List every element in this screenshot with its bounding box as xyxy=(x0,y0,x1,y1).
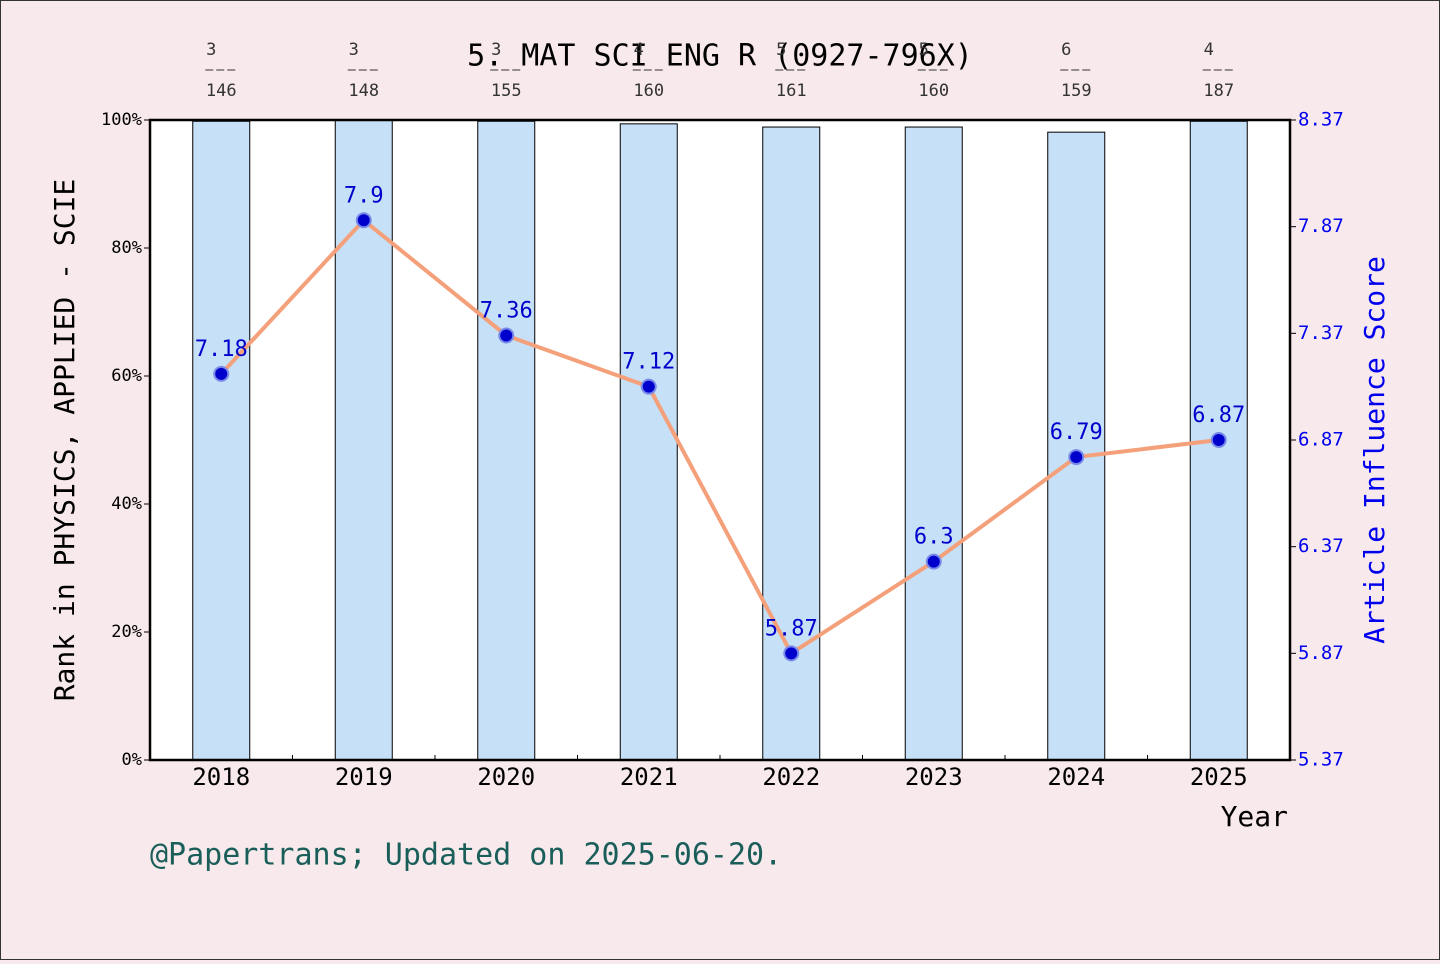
x-tick-label: 2024 xyxy=(1047,763,1105,791)
y2-tick-label: 6.37 xyxy=(1298,535,1344,557)
total-label: 187 xyxy=(1203,81,1234,101)
y-tick-label: 80% xyxy=(111,238,142,258)
rank-label: 3 xyxy=(206,40,216,60)
total-label: 155 xyxy=(491,81,522,101)
rank-label: 3 xyxy=(349,40,359,60)
bar xyxy=(904,126,963,761)
rank-label: 4 xyxy=(634,40,644,60)
score-label: 7.36 xyxy=(480,298,533,323)
y2-tick-label: 8.37 xyxy=(1298,109,1344,131)
score-marker xyxy=(355,212,372,229)
x-tick-label: 2020 xyxy=(477,763,535,791)
y2-tick-label: 5.87 xyxy=(1298,642,1344,664)
total-label: 159 xyxy=(1061,81,1092,101)
x-tick-label: 2023 xyxy=(905,763,963,791)
y-tick-label: 40% xyxy=(111,494,142,514)
y-tick-label: 0% xyxy=(122,750,142,770)
score-label: 7.9 xyxy=(344,183,384,208)
y-tick-label: 100% xyxy=(101,110,142,130)
bar xyxy=(619,123,678,761)
score-marker xyxy=(213,365,230,382)
score-line xyxy=(219,217,1219,657)
y2-tick-label: 7.87 xyxy=(1298,215,1344,237)
total-label: 160 xyxy=(918,81,949,101)
x-tick-label: 2021 xyxy=(620,763,678,791)
chart-title: 5. MAT SCI ENG R (0927-796X) xyxy=(467,39,973,74)
score-marker xyxy=(1210,432,1227,448)
total-label: 146 xyxy=(206,81,237,101)
rank-label: 4 xyxy=(1204,40,1214,60)
score-marker xyxy=(925,553,942,570)
score-marker xyxy=(1068,449,1085,466)
x-tick-label: 2019 xyxy=(335,763,393,791)
bar xyxy=(477,120,536,761)
score-label: 6.79 xyxy=(1050,420,1103,445)
plot-frame xyxy=(148,118,1292,762)
y2-tick-label: 6.87 xyxy=(1298,429,1344,451)
score-label: 6.3 xyxy=(914,525,954,550)
y2-tick-label: 5.37 xyxy=(1298,749,1344,771)
y-tick-label: 20% xyxy=(111,622,142,642)
score-marker xyxy=(783,645,800,662)
rank-label: 5 xyxy=(919,40,929,60)
total-label: 148 xyxy=(348,81,379,101)
bar xyxy=(192,120,251,761)
bar xyxy=(1047,131,1106,761)
rank-label: 3 xyxy=(491,40,501,60)
x-tick-label: 2025 xyxy=(1190,763,1248,791)
score-label: 6.87 xyxy=(1192,403,1245,428)
total-label: 161 xyxy=(776,81,807,101)
score-label: 7.12 xyxy=(622,350,675,375)
y2-tick-label: 7.37 xyxy=(1298,322,1344,344)
y-axis-label: Rank in PHYSICS, APPLIED - SCIE xyxy=(48,179,81,702)
score-marker xyxy=(640,378,657,395)
plot-area xyxy=(150,120,1290,760)
score-marker xyxy=(498,327,515,344)
rank-label: 5 xyxy=(776,40,786,60)
x-axis-label: Year xyxy=(1221,800,1288,833)
y-tick-label: 60% xyxy=(111,366,142,386)
x-tick-label: 2022 xyxy=(762,763,820,791)
score-label: 7.18 xyxy=(195,337,248,362)
y2-axis-label: Article Influence Score xyxy=(1358,256,1391,644)
rank-label: 6 xyxy=(1061,40,1071,60)
score-label: 5.87 xyxy=(765,616,818,641)
total-label: 160 xyxy=(633,81,664,101)
bar xyxy=(762,126,821,761)
footer: @Papertrans; Updated on 2025-06-20. xyxy=(150,838,782,873)
x-tick-label: 2018 xyxy=(192,763,250,791)
